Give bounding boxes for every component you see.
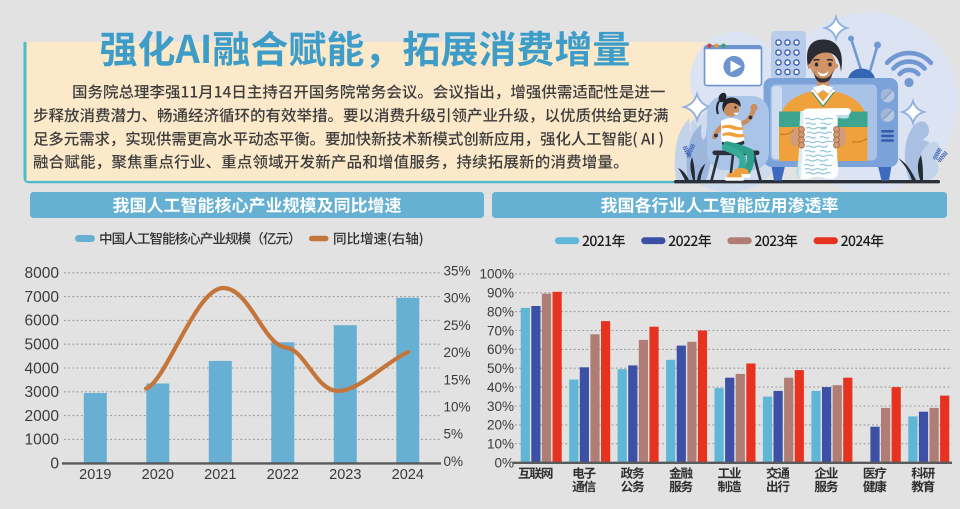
- svg-text:50%: 50%: [487, 361, 514, 376]
- svg-text:35%: 35%: [444, 264, 471, 279]
- svg-text:2000: 2000: [25, 408, 60, 425]
- svg-text:10%: 10%: [487, 437, 514, 452]
- svg-text:4000: 4000: [25, 360, 60, 377]
- svg-text:10%: 10%: [444, 400, 471, 415]
- svg-text:0%: 0%: [444, 454, 464, 469]
- svg-text:40%: 40%: [487, 380, 514, 395]
- svg-text:70%: 70%: [487, 323, 514, 338]
- svg-text:8000: 8000: [25, 265, 60, 282]
- svg-text:2023: 2023: [329, 467, 361, 483]
- svg-text:30%: 30%: [444, 291, 471, 306]
- svg-text:60%: 60%: [487, 342, 514, 357]
- svg-text:15%: 15%: [444, 372, 471, 387]
- svg-text:2024: 2024: [392, 467, 424, 483]
- svg-text:20%: 20%: [444, 345, 471, 360]
- svg-text:2021: 2021: [204, 467, 236, 483]
- svg-text:30%: 30%: [487, 399, 514, 414]
- svg-text:2022: 2022: [267, 467, 299, 483]
- svg-text:25%: 25%: [444, 318, 471, 333]
- svg-text:2020: 2020: [142, 467, 174, 483]
- svg-text:90%: 90%: [487, 286, 514, 301]
- svg-text:0%: 0%: [494, 455, 514, 470]
- svg-text:6000: 6000: [25, 313, 60, 330]
- svg-text:7000: 7000: [25, 289, 60, 306]
- svg-text:2019: 2019: [79, 467, 111, 483]
- svg-text:3000: 3000: [25, 384, 60, 401]
- svg-text:20%: 20%: [487, 418, 514, 433]
- svg-text:5000: 5000: [25, 337, 60, 354]
- svg-text:5%: 5%: [444, 427, 464, 442]
- svg-text:100%: 100%: [479, 267, 514, 282]
- svg-text:1000: 1000: [25, 432, 60, 449]
- svg-text:80%: 80%: [487, 304, 514, 319]
- svg-text:0: 0: [50, 456, 59, 473]
